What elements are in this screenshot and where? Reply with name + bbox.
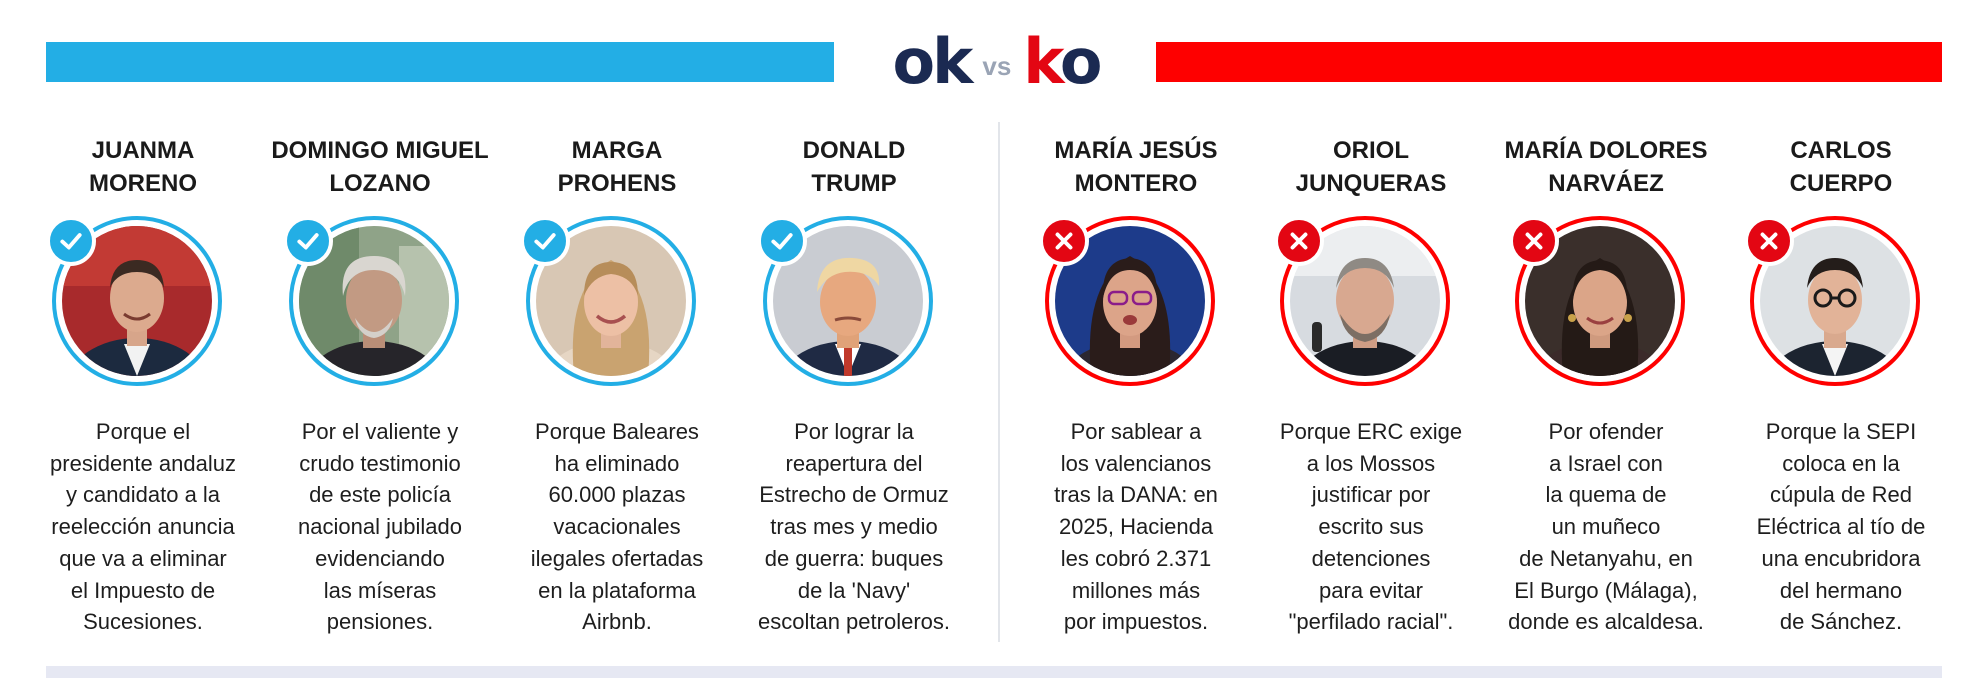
reason-text: Por lograr la reapertura del Estrecho de… [758,419,950,635]
person-photo [46,210,238,400]
person-name: DONALD TRUMP [802,137,906,197]
person-name: DOMINGO MIGUEL LOZANO [271,137,489,197]
person-name: MARÍA DOLORES NARVÁEZ [1504,137,1708,197]
ko-color-bar [1156,42,1942,82]
ok-card-donald-trump: DONALD TRUMP Por lograr la reapertura de… [738,130,970,638]
person-photo [757,210,949,400]
ko-card-maria-jesus-montero: MARÍA JESÚS MONTERO Por sablear a los va… [1020,130,1252,638]
ok-card-domingo-miguel-lozano: DOMINGO MIGUEL LOZANO Por el valiente y … [264,130,496,638]
reason-text: Por el valiente y crudo testimonio de es… [298,419,462,635]
cross-icon [1744,216,1794,266]
ok-ko-divider [998,122,1000,642]
logo-ko-k: k [1023,25,1063,98]
reason-text: Porque la SEPI coloca en la cúpula de Re… [1756,419,1926,635]
logo-ko-word: ko [1023,31,1102,93]
cross-icon [1274,216,1324,266]
logo-vs: vs [982,50,1012,81]
person-photo [520,210,712,400]
person-name: CARLOS CUERPO [1789,137,1893,197]
cross-icon [1039,216,1089,266]
person-photo [1274,210,1466,400]
reason-text: Porque Baleares ha eliminado 60.000 plaz… [530,419,704,635]
check-icon [283,216,333,266]
ok-card-juanma-moreno: JUANMA MORENO Porque el presidente andal… [27,130,259,638]
check-icon [46,216,96,266]
ko-card-carlos-cuerpo: CARLOS CUERPO Porque la SEPI coloca en l… [1725,130,1957,638]
person-name: MARGA PROHENS [557,137,677,197]
logo-ok-word: ok [892,25,974,98]
ok-color-bar [46,42,834,82]
bottom-strip [46,666,1942,678]
check-icon [757,216,807,266]
person-photo [1744,210,1936,400]
logo-ko-o: o [1059,25,1103,98]
person-name: JUANMA MORENO [89,137,197,197]
ko-card-maria-dolores-narvaez: MARÍA DOLORES NARVÁEZ Por ofender a Isra… [1490,130,1722,638]
ok-card-marga-prohens: MARGA PROHENS Porque Baleares ha elimina… [501,130,733,638]
reason-text: Por sablear a los valencianos tras la DA… [1054,419,1218,635]
reason-text: Por ofender a Israel con la quema de un … [1508,419,1704,635]
ko-card-oriol-junqueras: ORIOL JUNQUERAS Porque ERC exige a los M… [1255,130,1487,638]
person-photo [283,210,475,400]
person-name: MARÍA JESÚS MONTERO [1054,137,1218,197]
reason-text: Porque ERC exige a los Mossos justificar… [1279,419,1463,635]
cross-icon [1509,216,1559,266]
check-icon [520,216,570,266]
person-name: ORIOL JUNQUERAS [1295,137,1447,197]
reason-text: Porque el presidente andaluz y candidato… [50,419,236,635]
ok-vs-ko-logo: ok vs ko [880,24,1112,100]
person-photo [1509,210,1701,400]
person-photo [1039,210,1231,400]
